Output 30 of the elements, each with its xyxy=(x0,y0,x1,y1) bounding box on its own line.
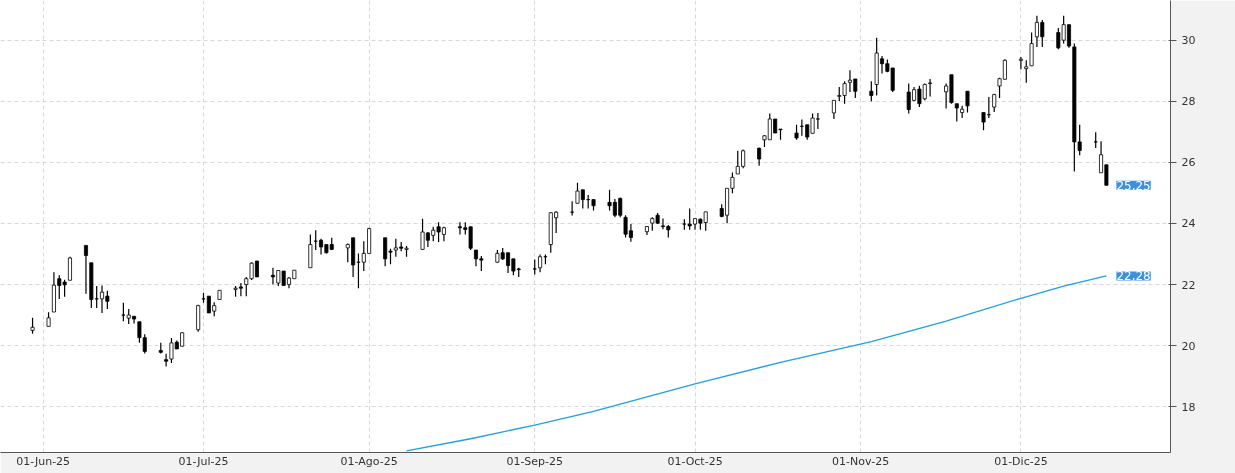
candlestick xyxy=(570,200,575,217)
x-tick-label: 01-Nov-25 xyxy=(832,454,890,468)
candlestick xyxy=(1029,31,1034,67)
x-tick-label: 01-Oct-25 xyxy=(667,454,723,468)
candlestick xyxy=(757,146,762,167)
annotation: 25,25 xyxy=(1116,178,1151,193)
annotation: 22,28 xyxy=(1116,269,1151,284)
y-tick-label: 24 xyxy=(1181,217,1196,231)
y-tick-label: 22 xyxy=(1181,278,1196,292)
x-tick-label: 01-Sep-25 xyxy=(506,454,564,468)
y-tick-label: 26 xyxy=(1181,156,1196,170)
x-tick-label: 01-Jun-25 xyxy=(16,454,71,468)
candlestick xyxy=(928,78,933,97)
x-tick-label: 01-Dic-25 xyxy=(994,454,1048,468)
candlestick xyxy=(831,99,836,120)
candlestick xyxy=(965,90,970,114)
candlestick xyxy=(164,353,169,367)
x-tick-label: 01-Jul-25 xyxy=(178,454,229,468)
candlestick xyxy=(960,105,965,119)
candlestick xyxy=(869,80,874,102)
candlestick xyxy=(83,244,88,295)
line-series xyxy=(405,275,1108,452)
x-tick-label: 01-Ago-25 xyxy=(340,454,398,468)
y-tick-label: 30 xyxy=(1181,34,1196,48)
y-tick-label: 28 xyxy=(1181,95,1196,109)
candlestick xyxy=(308,233,313,269)
y-tick-label: 20 xyxy=(1181,339,1196,353)
y-tick-label: 18 xyxy=(1181,400,1196,414)
candlestick xyxy=(1024,59,1029,84)
candlestick xyxy=(1018,56,1023,70)
